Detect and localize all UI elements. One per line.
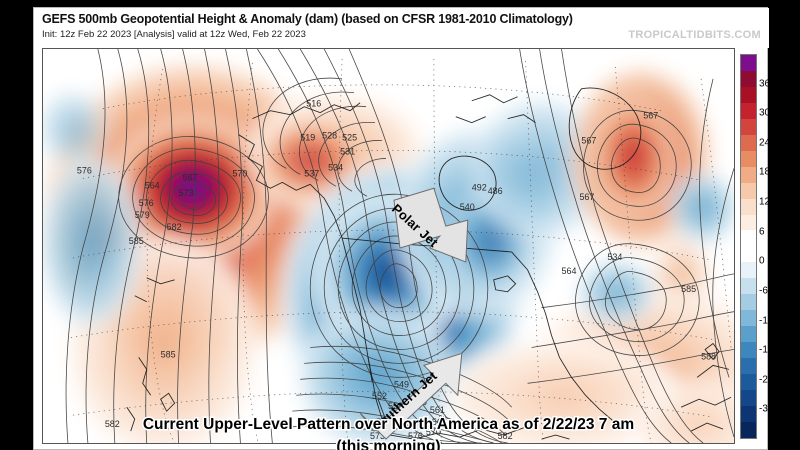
polar-jet-arrow	[393, 187, 469, 263]
svg-text:582: 582	[167, 222, 182, 232]
svg-text:582: 582	[498, 431, 513, 441]
colorbar-tick--6: -6	[759, 285, 768, 297]
colorbar-swatch-5	[741, 134, 756, 151]
svg-text:585: 585	[681, 284, 696, 294]
colorbar-swatch-2	[741, 86, 756, 103]
svg-text:573: 573	[370, 431, 385, 441]
colorbar-tick-6: 6	[759, 226, 765, 238]
colorbar-swatch-8	[741, 182, 756, 199]
colorbar-swatch-10	[741, 214, 756, 231]
colorbar-swatch-16	[741, 310, 756, 327]
forecast-chart-panel: GEFS 500mb Geopotential Height & Anomaly…	[33, 7, 773, 450]
colorbar-swatch-4	[741, 118, 756, 135]
colorbar-tick--24: -24	[759, 374, 774, 386]
colorbar-swatch-18	[741, 342, 756, 359]
geopotential-height-map: 576 585 582 564 567 570 573 576 579 582 …	[43, 49, 734, 443]
colorbar-swatch-14	[741, 278, 756, 295]
colorbar-swatch-15	[741, 294, 756, 311]
colorbar-tick--12: -12	[759, 315, 774, 327]
svg-text:576: 576	[77, 165, 92, 175]
colorbar-swatch-12	[741, 246, 756, 263]
svg-text:561: 561	[430, 405, 445, 415]
colorbar-swatch-19	[741, 358, 756, 375]
chart-title: GEFS 500mb Geopotential Height & Anomaly…	[42, 12, 573, 26]
colorbar-tick-36: 36	[759, 78, 771, 90]
colorbar-tick--18: -18	[759, 344, 774, 356]
svg-text:564: 564	[145, 180, 160, 190]
svg-text:579: 579	[135, 210, 150, 220]
svg-text:573: 573	[179, 188, 194, 198]
colorbar-swatch-7	[741, 166, 756, 183]
svg-text:564: 564	[561, 266, 576, 276]
contour-value-labels: 576 585 582 564 567 570 573 576 579 582 …	[77, 99, 716, 441]
colorbar-swatch-20	[741, 374, 756, 391]
graticule-layer	[70, 58, 732, 443]
colorbar-swatch-1	[741, 70, 756, 87]
chart-header: GEFS 500mb Geopotential Height & Anomaly…	[34, 8, 769, 48]
svg-text:540: 540	[460, 202, 475, 212]
svg-text:570: 570	[426, 427, 441, 437]
svg-text:576: 576	[408, 431, 423, 441]
svg-text:528: 528	[322, 131, 337, 141]
chart-subtitle: Init: 12z Feb 22 2023 [Analysis] valid a…	[42, 29, 306, 40]
svg-text:576: 576	[139, 198, 154, 208]
svg-text:534: 534	[328, 162, 343, 172]
anomaly-colorbar	[740, 54, 757, 439]
colorbar-tick-12: 12	[759, 196, 771, 208]
svg-text:534: 534	[607, 252, 622, 262]
svg-text:567: 567	[183, 172, 198, 182]
svg-text:537: 537	[304, 168, 319, 178]
map-plot-area: 576 585 582 564 567 570 573 576 579 582 …	[42, 48, 735, 444]
colorbar-tick-30: 30	[759, 107, 771, 119]
southern-jet-arrow	[359, 352, 463, 440]
svg-text:585: 585	[161, 349, 176, 359]
colorbar-swatch-11	[741, 230, 756, 247]
svg-text:567: 567	[432, 417, 447, 427]
height-contour-lines	[65, 49, 734, 443]
svg-text:531: 531	[340, 146, 355, 156]
colorbar-swatch-13	[741, 262, 756, 279]
colorbar-tick--30: -30	[759, 403, 774, 415]
svg-text:567: 567	[581, 136, 596, 146]
svg-text:567: 567	[579, 192, 594, 202]
svg-text:588: 588	[701, 351, 716, 361]
svg-text:516: 516	[306, 99, 321, 109]
colorbar-swatch-0	[741, 55, 756, 71]
colorbar-tick-24: 24	[759, 137, 771, 149]
site-watermark: TROPICALTIDBITS.COM	[628, 29, 761, 41]
svg-text:486: 486	[488, 186, 503, 196]
colorbar-tick-18: 18	[759, 166, 771, 178]
anomaly-colorbar-labels: 36 30 24 18 12 6 0 -6 -12 -18 -24 -30	[759, 48, 793, 444]
colorbar-swatch-21	[741, 390, 756, 406]
svg-text:567: 567	[643, 111, 658, 121]
colorbar-swatch-22	[741, 405, 756, 422]
colorbar-tick-0: 0	[759, 255, 765, 267]
colorbar-swatch-17	[741, 326, 756, 343]
svg-text:570: 570	[232, 168, 247, 178]
colorbar-swatch-23	[741, 421, 756, 438]
svg-text:552: 552	[372, 391, 387, 401]
svg-text:519: 519	[300, 133, 315, 143]
svg-text:492: 492	[472, 182, 487, 192]
coastline-layer	[126, 87, 732, 440]
colorbar-swatch-9	[741, 198, 756, 215]
svg-text:525: 525	[342, 133, 357, 143]
svg-text:582: 582	[105, 419, 120, 429]
colorbar-swatch-6	[741, 150, 756, 167]
svg-text:558: 558	[388, 401, 403, 411]
colorbar-swatch-3	[741, 102, 756, 119]
svg-text:585: 585	[129, 236, 144, 246]
svg-text:549: 549	[394, 379, 409, 389]
